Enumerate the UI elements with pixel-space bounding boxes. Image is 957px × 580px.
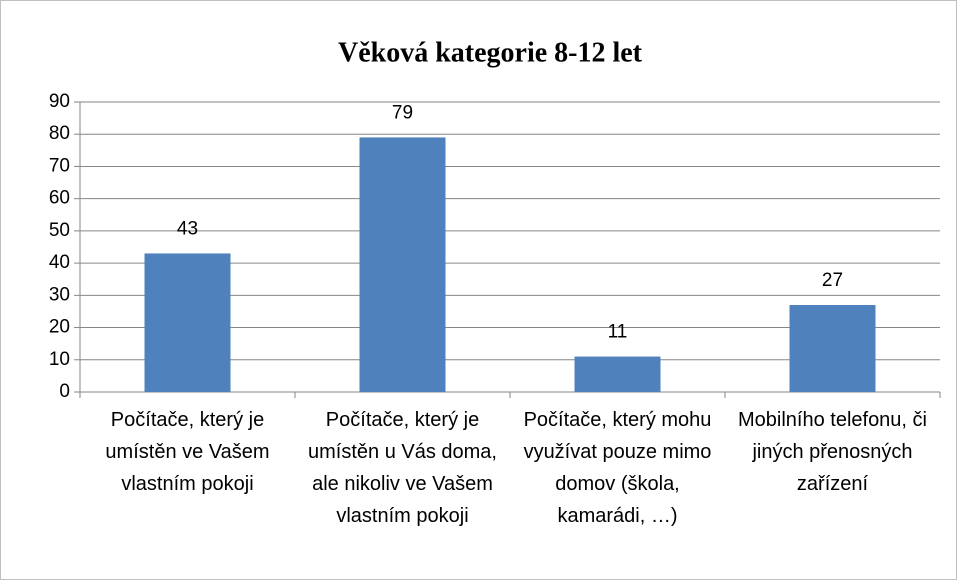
y-tick-label: 70 — [49, 155, 70, 176]
data-label: 43 — [177, 218, 198, 239]
y-tick-label: 20 — [49, 317, 70, 338]
x-tick-label: Počítače, který je umístěn u Vás doma, a… — [308, 409, 497, 527]
x-tick-label: Mobilního telefonu, či jiných přenosných… — [737, 409, 927, 495]
bar — [574, 356, 661, 392]
bar — [789, 305, 876, 392]
data-label: 79 — [392, 102, 413, 123]
chart-title: Věková kategorie 8-12 let — [338, 37, 643, 68]
y-tick-label: 90 — [49, 91, 70, 112]
bar — [359, 137, 446, 392]
y-tick-label: 30 — [49, 284, 70, 305]
bar — [144, 253, 231, 392]
y-tick-label: 40 — [49, 252, 70, 273]
x-tick-label: Počítače, který mohu využívat pouze mimo… — [523, 409, 712, 527]
y-tick-label: 0 — [59, 381, 70, 402]
data-label: 27 — [822, 270, 843, 291]
y-tick-label: 60 — [49, 188, 70, 209]
y-tick-label: 10 — [49, 349, 70, 370]
y-tick-label: 80 — [49, 123, 70, 144]
x-tick-label: Počítače, který je umístěn ve Vašem vlas… — [105, 409, 270, 495]
data-label: 11 — [608, 322, 628, 343]
y-tick-label: 50 — [49, 220, 70, 241]
